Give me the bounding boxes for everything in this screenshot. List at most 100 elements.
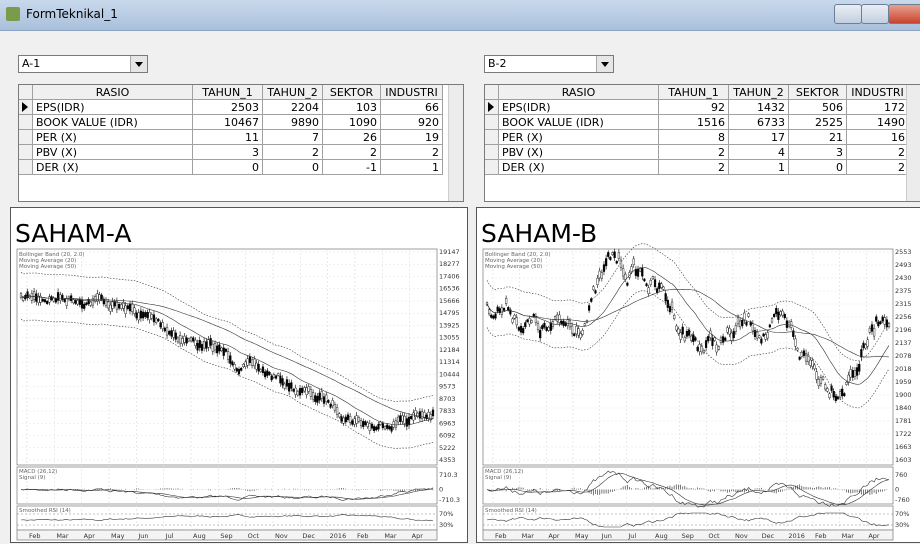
ratio-cell[interactable]: PER (X): [33, 130, 193, 145]
ratio-cell[interactable]: PER (X): [499, 130, 659, 145]
ratio-cell[interactable]: PBV (X): [499, 145, 659, 160]
value-cell[interactable]: 92: [659, 100, 729, 115]
dropdown-arrow[interactable]: [130, 56, 147, 72]
minimize-button[interactable]: [834, 4, 862, 24]
candle-body: [359, 420, 363, 427]
value-cell[interactable]: 3: [789, 145, 847, 160]
pane: [16, 505, 438, 531]
chart-panel: SAHAM-A Feb Mar Apr May Jun Jul Aug Sep Oct Nov Dec…: [10, 207, 468, 543]
dropdown[interactable]: A-1: [18, 55, 148, 73]
value-cell[interactable]: 0: [193, 160, 263, 175]
candle-body: [117, 303, 121, 309]
value-cell[interactable]: 9890: [263, 115, 323, 130]
value-cell[interactable]: 2204: [263, 100, 323, 115]
candle-body: [592, 286, 595, 290]
value-cell[interactable]: 2: [847, 145, 909, 160]
value-cell[interactable]: 103: [323, 100, 381, 115]
value-cell[interactable]: 1: [381, 160, 443, 175]
candle-body: [48, 296, 51, 303]
scrollbar: [906, 85, 920, 201]
window-title: FormTeknikal_1: [26, 7, 118, 21]
column-header: TAHUN_2: [263, 85, 323, 100]
value-cell[interactable]: 1490: [847, 115, 909, 130]
candle-body: [785, 320, 789, 328]
candle-body: [488, 309, 491, 315]
value-cell[interactable]: 0: [263, 160, 323, 175]
candle-body: [813, 364, 816, 370]
ratio-cell[interactable]: DER (X): [33, 160, 193, 175]
candle-body: [264, 371, 267, 378]
value-cell[interactable]: 172: [847, 100, 909, 115]
column-header: RASIO: [499, 85, 659, 100]
value-cell[interactable]: 3: [193, 145, 263, 160]
value-cell[interactable]: 26: [323, 130, 381, 145]
value-cell[interactable]: 920: [381, 115, 443, 130]
candle-body: [368, 423, 371, 431]
ratio-cell[interactable]: PBV (X): [33, 145, 193, 160]
candle-body: [496, 306, 499, 312]
candle-body: [858, 364, 861, 372]
maximize-button[interactable]: [861, 4, 889, 24]
candle-body: [573, 333, 576, 336]
moving-average: [486, 266, 890, 385]
candle-body: [120, 304, 123, 309]
chart-title: SAHAM-A: [15, 219, 131, 248]
value-cell[interactable]: 1516: [659, 115, 729, 130]
value-cell[interactable]: 17: [729, 130, 789, 145]
candle-body: [651, 276, 655, 280]
ratio-cell[interactable]: BOOK VALUE (IDR): [499, 115, 659, 130]
value-cell[interactable]: 19: [381, 130, 443, 145]
value-cell[interactable]: 2: [659, 145, 729, 160]
value-cell[interactable]: 2503: [193, 100, 263, 115]
candle-body: [558, 314, 561, 323]
value-cell[interactable]: 1090: [323, 115, 381, 130]
value-cell[interactable]: 0: [789, 160, 847, 175]
candle-body: [370, 423, 374, 429]
value-cell[interactable]: 2525: [789, 115, 847, 130]
candle-body: [685, 330, 689, 337]
value-cell[interactable]: 21: [789, 130, 847, 145]
value-cell[interactable]: 4: [729, 145, 789, 160]
candle-body: [222, 347, 225, 356]
candle-body: [547, 327, 550, 331]
value-cell[interactable]: 66: [381, 100, 443, 115]
ratio-cell[interactable]: DER (X): [499, 160, 659, 175]
value-cell[interactable]: 10467: [193, 115, 263, 130]
candle-body: [605, 258, 608, 267]
dropdown[interactable]: B-2: [484, 55, 614, 73]
candle-body: [690, 335, 693, 341]
month-label: Aug: [193, 532, 206, 540]
value-cell[interactable]: 2: [263, 145, 323, 160]
value-cell[interactable]: 16: [847, 130, 909, 145]
dropdown-arrow[interactable]: [596, 56, 613, 72]
value-cell[interactable]: 7: [263, 130, 323, 145]
month-label: Jun: [601, 532, 612, 540]
value-cell[interactable]: 1432: [729, 100, 789, 115]
candle-body: [811, 360, 814, 367]
value-cell[interactable]: 506: [789, 100, 847, 115]
candle-body: [373, 426, 376, 431]
value-cell[interactable]: 1: [729, 160, 789, 175]
ratio-cell[interactable]: EPS(IDR): [33, 100, 193, 115]
candle-body: [556, 314, 559, 322]
value-cell[interactable]: 11: [193, 130, 263, 145]
candle-body: [613, 251, 616, 259]
value-cell[interactable]: -1: [323, 160, 381, 175]
row-indicator: [485, 130, 499, 145]
value-cell[interactable]: 2: [847, 160, 909, 175]
ratio-cell[interactable]: BOOK VALUE (IDR): [33, 115, 193, 130]
close-button[interactable]: [888, 4, 920, 24]
candle-body: [390, 426, 393, 432]
moving-average: [486, 288, 890, 358]
price-label: 2256: [895, 313, 912, 321]
value-cell[interactable]: 6733: [729, 115, 789, 130]
value-cell[interactable]: 2: [323, 145, 381, 160]
candle-body: [817, 379, 820, 387]
value-cell[interactable]: 2: [381, 145, 443, 160]
ratio-cell[interactable]: EPS(IDR): [499, 100, 659, 115]
candle-body: [405, 418, 408, 427]
candle-body: [626, 282, 629, 286]
value-cell[interactable]: 8: [659, 130, 729, 145]
value-cell[interactable]: 2: [659, 160, 729, 175]
candle-body: [660, 283, 663, 288]
